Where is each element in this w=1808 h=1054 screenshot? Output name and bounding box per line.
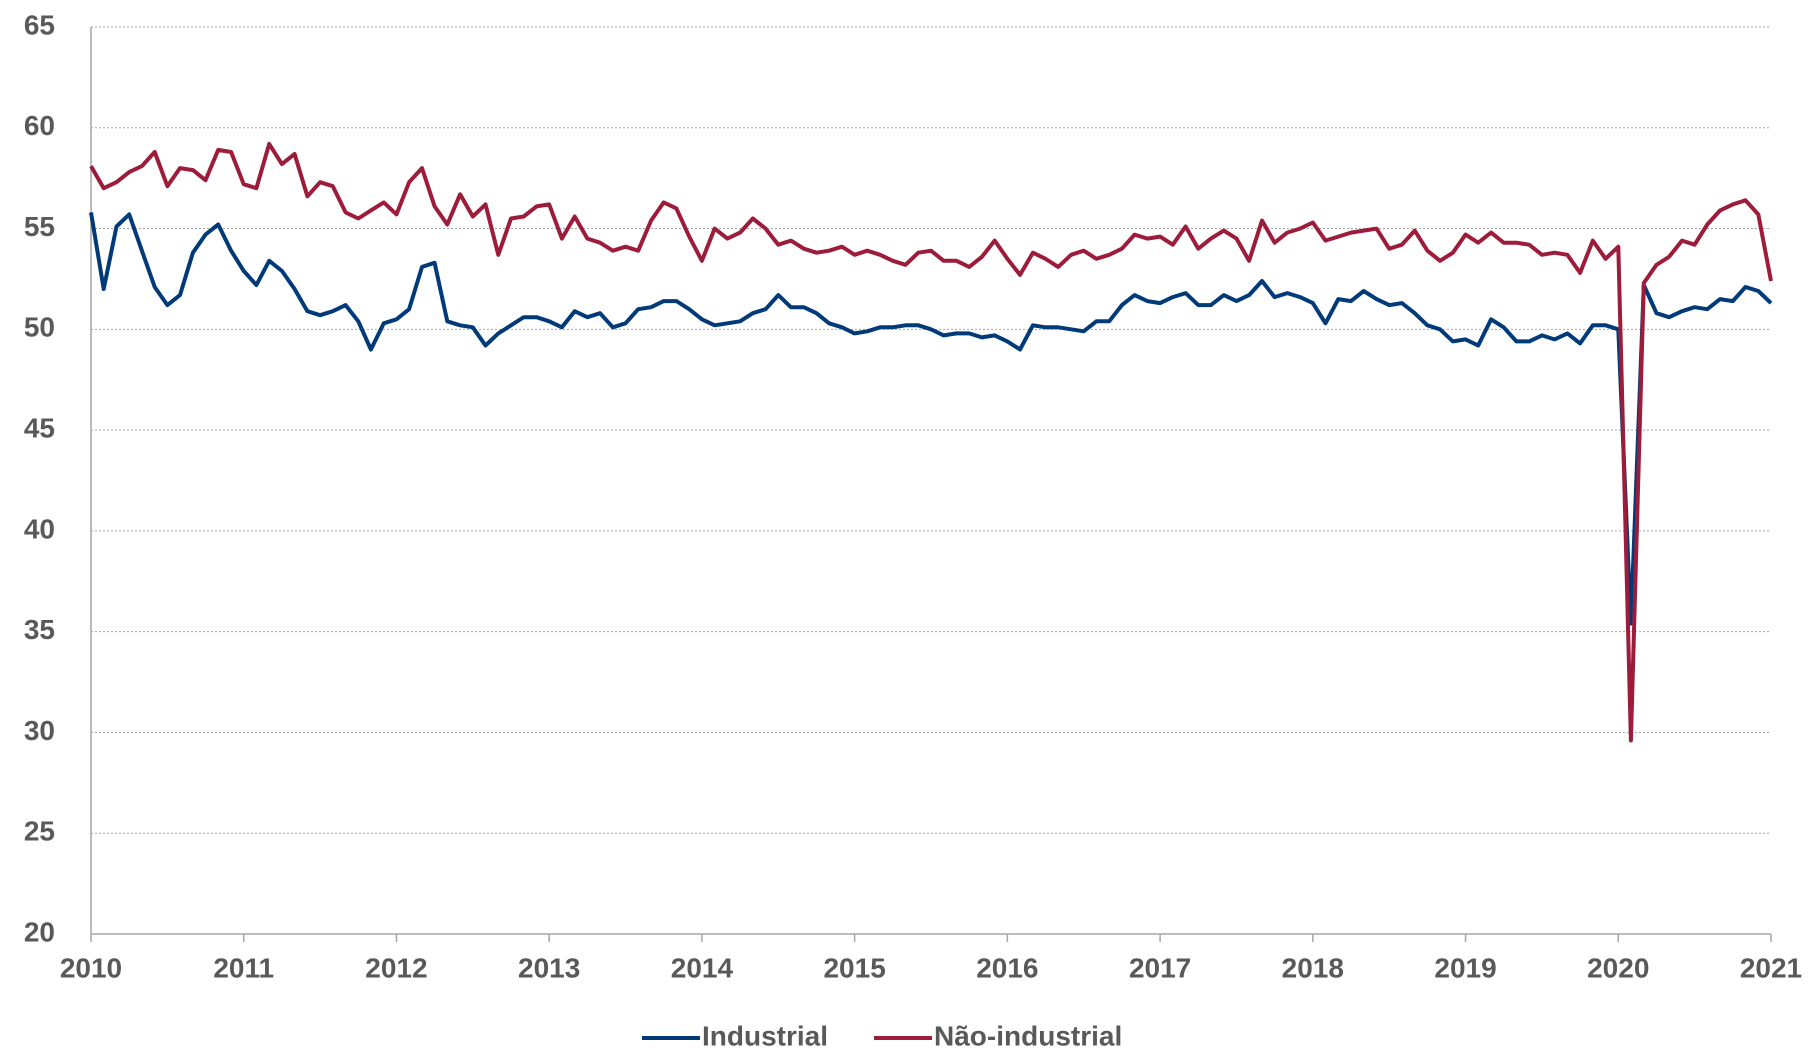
y-tick-label: 55: [24, 211, 55, 242]
legend-label: Industrial: [702, 1020, 828, 1051]
y-tick-label: 65: [24, 9, 55, 40]
y-tick-label: 50: [24, 312, 55, 343]
x-tick-label: 2021: [1740, 952, 1802, 983]
x-tick-label: 2011: [213, 952, 274, 983]
y-tick-label: 45: [24, 413, 55, 444]
x-tick-label: 2019: [1434, 952, 1496, 983]
x-tick-label: 2017: [1129, 952, 1191, 983]
x-tick-label: 2013: [518, 952, 580, 983]
y-tick-label: 60: [24, 110, 55, 141]
x-tick-label: 2014: [671, 952, 734, 983]
y-tick-label: 20: [24, 916, 55, 947]
legend-label: Não-industrial: [934, 1020, 1122, 1051]
x-tick-label: 2012: [365, 952, 427, 983]
y-tick-label: 40: [24, 513, 55, 544]
line-series: [89, 141, 1773, 743]
x-tick-label: 2015: [823, 952, 885, 983]
y-tick-label: 25: [24, 816, 55, 847]
x-tick-label: 2020: [1587, 952, 1649, 983]
x-tick-label: 2010: [60, 952, 122, 983]
y-tick-label: 35: [24, 614, 55, 645]
x-tick-label: 2018: [1282, 952, 1344, 983]
line-series: [89, 212, 1773, 626]
y-tick-label: 30: [24, 715, 55, 746]
x-tick-label: 2016: [976, 952, 1038, 983]
